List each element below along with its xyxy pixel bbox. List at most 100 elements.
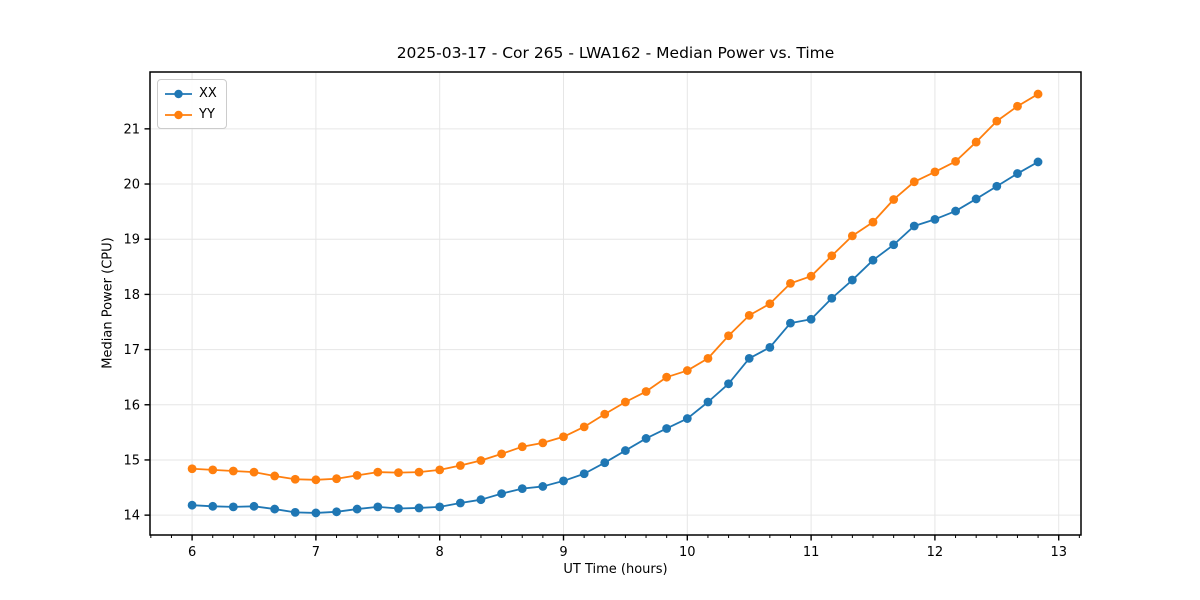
data-point-xx (827, 293, 837, 303)
y-tick-label: 21 (123, 122, 140, 137)
data-point-xx (352, 504, 362, 514)
data-point-yy (290, 474, 300, 484)
data-point-yy (662, 372, 672, 382)
y-axis-label: Median Power (CPU) (100, 237, 116, 369)
x-tick-label: 13 (1050, 545, 1067, 560)
data-point-yy (827, 251, 837, 261)
x-tick-label: 10 (679, 545, 696, 560)
y-tick-label: 15 (123, 453, 140, 468)
legend-item-xx: XX (165, 84, 217, 103)
data-point-yy (682, 366, 692, 375)
data-point-xx (228, 502, 238, 512)
data-point-xx (394, 504, 403, 513)
data-point-yy (600, 409, 610, 419)
data-point-xx (847, 275, 857, 285)
data-point-xx (559, 476, 568, 486)
data-point-xx (1033, 157, 1043, 167)
data-point-xx (641, 434, 651, 443)
data-point-yy (765, 299, 775, 309)
data-point-yy (868, 217, 878, 227)
data-point-yy (909, 177, 919, 187)
legend-label-xx: XX (199, 86, 217, 101)
data-point-xx (621, 446, 630, 455)
legend: XX YY (157, 79, 227, 129)
data-point-yy (373, 467, 383, 477)
data-point-xx (930, 214, 940, 224)
data-point-xx (765, 342, 775, 352)
legend-swatch-xx (165, 89, 192, 98)
data-point-xx (270, 504, 280, 514)
series-line-yy (192, 93, 1039, 481)
x-tick-label: 8 (436, 545, 444, 560)
chart-title: 2025-03-17 - Cor 265 - LWA162 - Median P… (396, 44, 835, 62)
legend-label-yy: YY (199, 107, 215, 122)
data-point-yy (847, 231, 857, 241)
y-tick-label: 16 (123, 398, 140, 413)
y-tick-label: 19 (123, 233, 140, 248)
data-point-yy (951, 156, 960, 166)
data-point-xx (579, 469, 589, 479)
data-point-yy (497, 449, 507, 459)
data-point-yy (352, 471, 362, 480)
data-point-xx (249, 501, 259, 511)
data-point-yy (641, 387, 651, 396)
data-point-yy (889, 195, 899, 204)
data-point-xx (538, 482, 548, 491)
data-point-xx (1013, 169, 1022, 178)
data-point-xx (290, 507, 300, 517)
y-tick-label: 17 (123, 343, 140, 358)
data-point-yy (930, 167, 940, 177)
data-point-yy (311, 475, 321, 485)
data-point-yy (559, 432, 568, 442)
data-point-yy (786, 278, 795, 288)
data-point-yy (414, 467, 424, 477)
data-point-xx (600, 458, 610, 468)
data-point-xx (909, 221, 919, 231)
data-point-yy (517, 442, 527, 452)
data-point-xx (311, 508, 321, 518)
data-point-xx (992, 181, 1002, 191)
x-tick-label: 6 (188, 545, 196, 560)
data-point-yy (703, 354, 713, 363)
data-point-yy (270, 471, 280, 481)
data-point-yy (579, 422, 589, 432)
data-point-yy (455, 461, 465, 470)
x-axis-label: UT Time (hours) (563, 562, 668, 577)
data-point-yy (208, 465, 218, 475)
data-point-yy (187, 464, 197, 474)
data-point-xx (744, 354, 754, 363)
data-point-yy (806, 271, 816, 281)
y-tick-label: 18 (123, 288, 140, 303)
x-tick-label: 11 (803, 545, 820, 560)
data-point-yy (332, 474, 341, 484)
data-point-xx (786, 318, 795, 328)
data-point-yy (435, 465, 445, 475)
y-tick-label: 20 (123, 178, 140, 193)
y-tick-label: 14 (123, 509, 140, 524)
data-point-xx (951, 206, 960, 216)
data-point-xx (414, 503, 424, 513)
data-point-yy (724, 331, 733, 341)
data-point-xx (703, 397, 713, 407)
data-point-xx (208, 501, 218, 511)
data-point-yy (744, 310, 754, 320)
data-point-xx (517, 484, 527, 494)
data-point-xx (724, 379, 733, 389)
data-point-xx (455, 498, 465, 508)
data-point-yy (476, 456, 486, 465)
data-point-xx (187, 500, 197, 510)
x-tick-label: 12 (927, 545, 944, 560)
data-point-yy (1013, 101, 1022, 111)
legend-swatch-yy (165, 110, 192, 119)
data-point-yy (971, 137, 981, 147)
x-tick-label: 9 (559, 545, 567, 560)
plot-frame (149, 71, 1082, 536)
data-point-xx (373, 502, 383, 512)
data-point-xx (332, 507, 341, 517)
data-point-xx (435, 502, 445, 512)
data-point-yy (1033, 89, 1043, 99)
data-point-yy (394, 468, 403, 478)
data-point-xx (806, 314, 816, 324)
